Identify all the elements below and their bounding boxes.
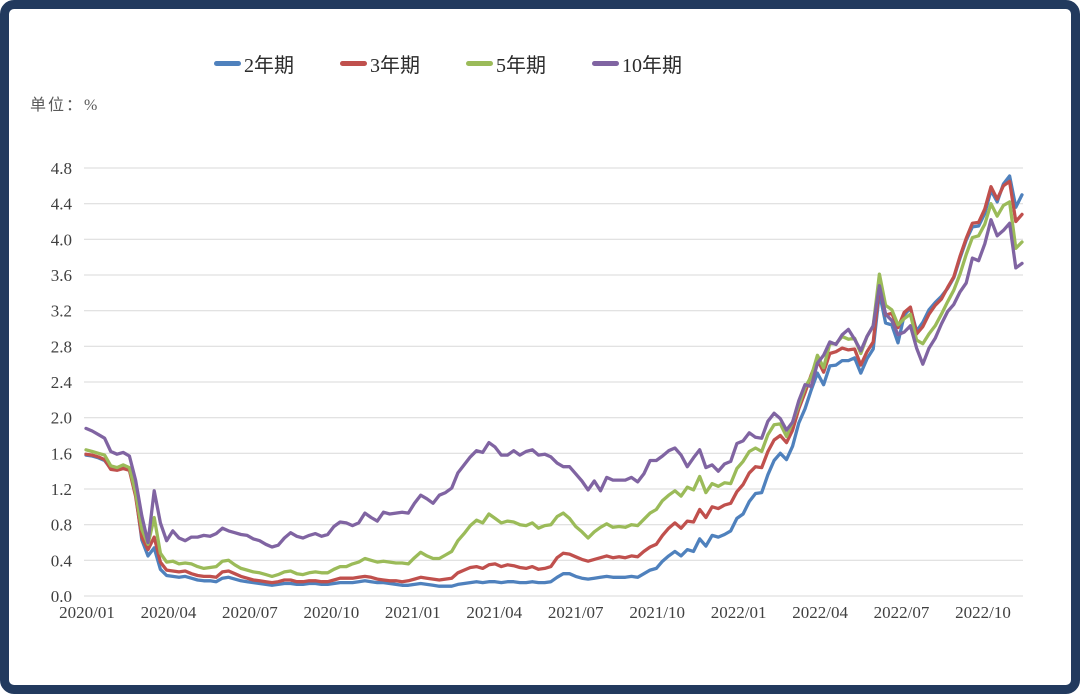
series-line-3 xyxy=(84,218,1024,549)
y-tick-label: 2.4 xyxy=(51,373,73,392)
legend-label-10y: 10年期 xyxy=(622,54,682,77)
x-tick-label: 2020/10 xyxy=(304,603,360,622)
y-tick-label: 2.0 xyxy=(51,409,72,428)
y-tick-label: 4.4 xyxy=(51,195,73,214)
legend-label-3y: 3年期 xyxy=(370,54,420,77)
y-tick-label: 1.6 xyxy=(51,444,72,463)
series-line-2 xyxy=(84,200,1024,579)
legend-item-5y: 5年期 xyxy=(466,49,546,78)
x-tick-label: 2022/04 xyxy=(792,603,848,622)
x-tick-label: 2022/07 xyxy=(874,603,930,622)
x-tick-label: 2021/04 xyxy=(466,603,522,622)
series-line-1 xyxy=(84,179,1024,585)
legend-label-5y: 5年期 xyxy=(496,54,546,77)
unit-label: 单位：% xyxy=(30,97,100,114)
legend-label-2y: 2年期 xyxy=(244,54,294,77)
x-tick-label: 2020/01 xyxy=(59,603,115,622)
x-tick-label: 2021/01 xyxy=(385,603,441,622)
x-tick-label: 2021/07 xyxy=(548,603,604,622)
x-tick-label: 2021/10 xyxy=(629,603,685,622)
y-tick-label: 1.2 xyxy=(51,480,72,499)
x-tick-label: 2022/01 xyxy=(711,603,767,622)
legend-swatch-2y-icon xyxy=(214,60,241,66)
y-tick-label: 2.8 xyxy=(51,337,72,356)
legend-swatch-5y-icon xyxy=(466,60,493,66)
legend-item-3y: 3年期 xyxy=(340,49,420,78)
series-line-0 xyxy=(84,174,1024,588)
legend: 2年期 3年期 5年期 10年期 xyxy=(214,49,682,78)
x-tick-label: 2020/07 xyxy=(222,603,278,622)
legend-swatch-10y-icon xyxy=(592,60,619,66)
y-tick-label: 0.8 xyxy=(51,516,72,535)
legend-item-2y: 2年期 xyxy=(214,49,294,78)
y-tick-label: 0.4 xyxy=(51,551,73,570)
y-tick-label: 3.2 xyxy=(51,302,72,321)
x-tick-label: 2020/04 xyxy=(141,603,197,622)
legend-swatch-3y-icon xyxy=(340,60,367,66)
x-tick-label: 2022/10 xyxy=(955,603,1011,622)
y-tick-label: 0.0 xyxy=(51,587,72,606)
legend-item-10y: 10年期 xyxy=(592,49,682,78)
y-tick-label: 3.6 xyxy=(51,266,72,285)
y-tick-label: 4.8 xyxy=(51,159,72,178)
y-tick-label: 4.0 xyxy=(51,230,72,249)
